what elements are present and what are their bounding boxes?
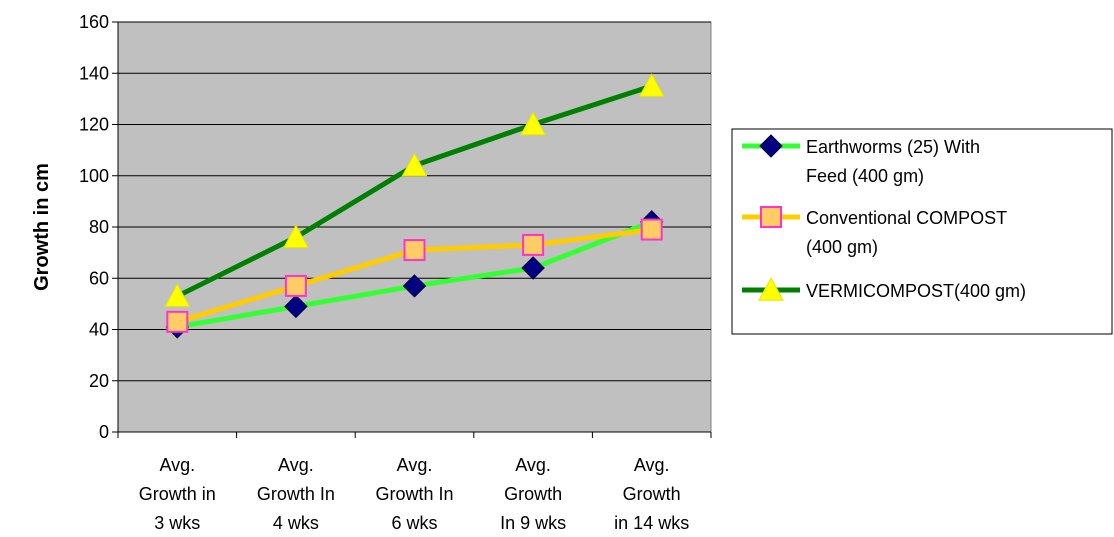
x-tick-label: Avg. Growth In 9 wks [500, 455, 566, 533]
legend-label-line: Earthworms (25) With [806, 137, 980, 157]
series-2-point [640, 218, 663, 241]
y-tick-labels: 0 20 40 60 80 100 120 140 160 [79, 12, 109, 442]
series-3-point [638, 73, 665, 97]
series-2-point [522, 233, 545, 256]
x-tick-label-line: Avg. [159, 455, 195, 475]
x-tick-label: Avg. Growth in 3 wks [139, 455, 216, 533]
y-axis-label: Growth in cm [31, 163, 53, 291]
legend-label-line: Feed (400 gm) [806, 166, 924, 186]
y-tick-label: 160 [79, 12, 109, 32]
x-tick-label-line: Avg. [634, 455, 670, 475]
x-tick-label-line: Growth In [257, 484, 335, 504]
series-2-point [166, 310, 189, 333]
series-1-point [284, 294, 308, 319]
legend-marker-1 [759, 134, 783, 158]
y-tick-label: 0 [99, 422, 109, 442]
y-tick-label: 60 [89, 268, 109, 288]
series-1-point [521, 256, 545, 280]
series-3-point [283, 224, 309, 248]
series-markers [164, 73, 665, 339]
legend-entry-2: Conventional COMPOST (400 gm) [806, 208, 1007, 257]
x-tick-label-line: Avg. [515, 455, 551, 475]
x-tick-label-line: In 9 wks [500, 513, 566, 533]
legend-label-line: Conventional COMPOST [806, 208, 1007, 228]
y-tick-label: 20 [89, 371, 109, 391]
series-3-point [401, 152, 428, 177]
x-tick-label-line: 3 wks [154, 513, 200, 533]
legend-entry-3: VERMICOMPOST(400 gm) [806, 281, 1026, 301]
series-3-point [520, 111, 546, 136]
y-tick-label: 80 [89, 217, 109, 237]
series-2-point [284, 274, 307, 297]
legend-label-line: VERMICOMPOST(400 gm) [806, 281, 1026, 301]
legend-marker-2 [760, 206, 782, 228]
legend: Earthworms (25) With Feed (400 gm) Convent… [731, 128, 1113, 335]
y-tick-label: 40 [89, 320, 109, 340]
y-tick-label: 140 [79, 63, 109, 83]
legend-label-line: (400 gm) [806, 237, 878, 257]
legend-entry-1: Earthworms (25) With Feed (400 gm) [806, 137, 980, 186]
x-tick-label-line: Growth [504, 484, 562, 504]
legend-marker-3 [758, 276, 784, 301]
series-1-point [402, 274, 427, 298]
y-tick-label: 120 [79, 115, 109, 135]
x-tick-label-line: 4 wks [273, 513, 319, 533]
x-tick-label: Avg. Growth in 14 wks [614, 455, 689, 533]
x-tick-label-line: in 14 wks [614, 513, 689, 533]
x-tick-label-line: Avg. [278, 455, 314, 475]
x-tick-label-line: Growth [623, 484, 681, 504]
y-tick-label: 100 [79, 166, 109, 186]
x-tick-label-line: 6 wks [391, 513, 437, 533]
axes [112, 21, 712, 438]
series-2-point [403, 239, 426, 262]
series-3-point [164, 283, 191, 307]
x-tick-label-line: Growth in [139, 484, 216, 504]
x-tick-label: Avg. Growth In 6 wks [375, 455, 453, 533]
x-tick-label: Avg. Growth In 4 wks [257, 455, 335, 533]
legend-box [731, 128, 1113, 335]
x-tick-label-line: Growth In [375, 484, 453, 504]
x-tick-label-line: Avg. [397, 455, 433, 475]
